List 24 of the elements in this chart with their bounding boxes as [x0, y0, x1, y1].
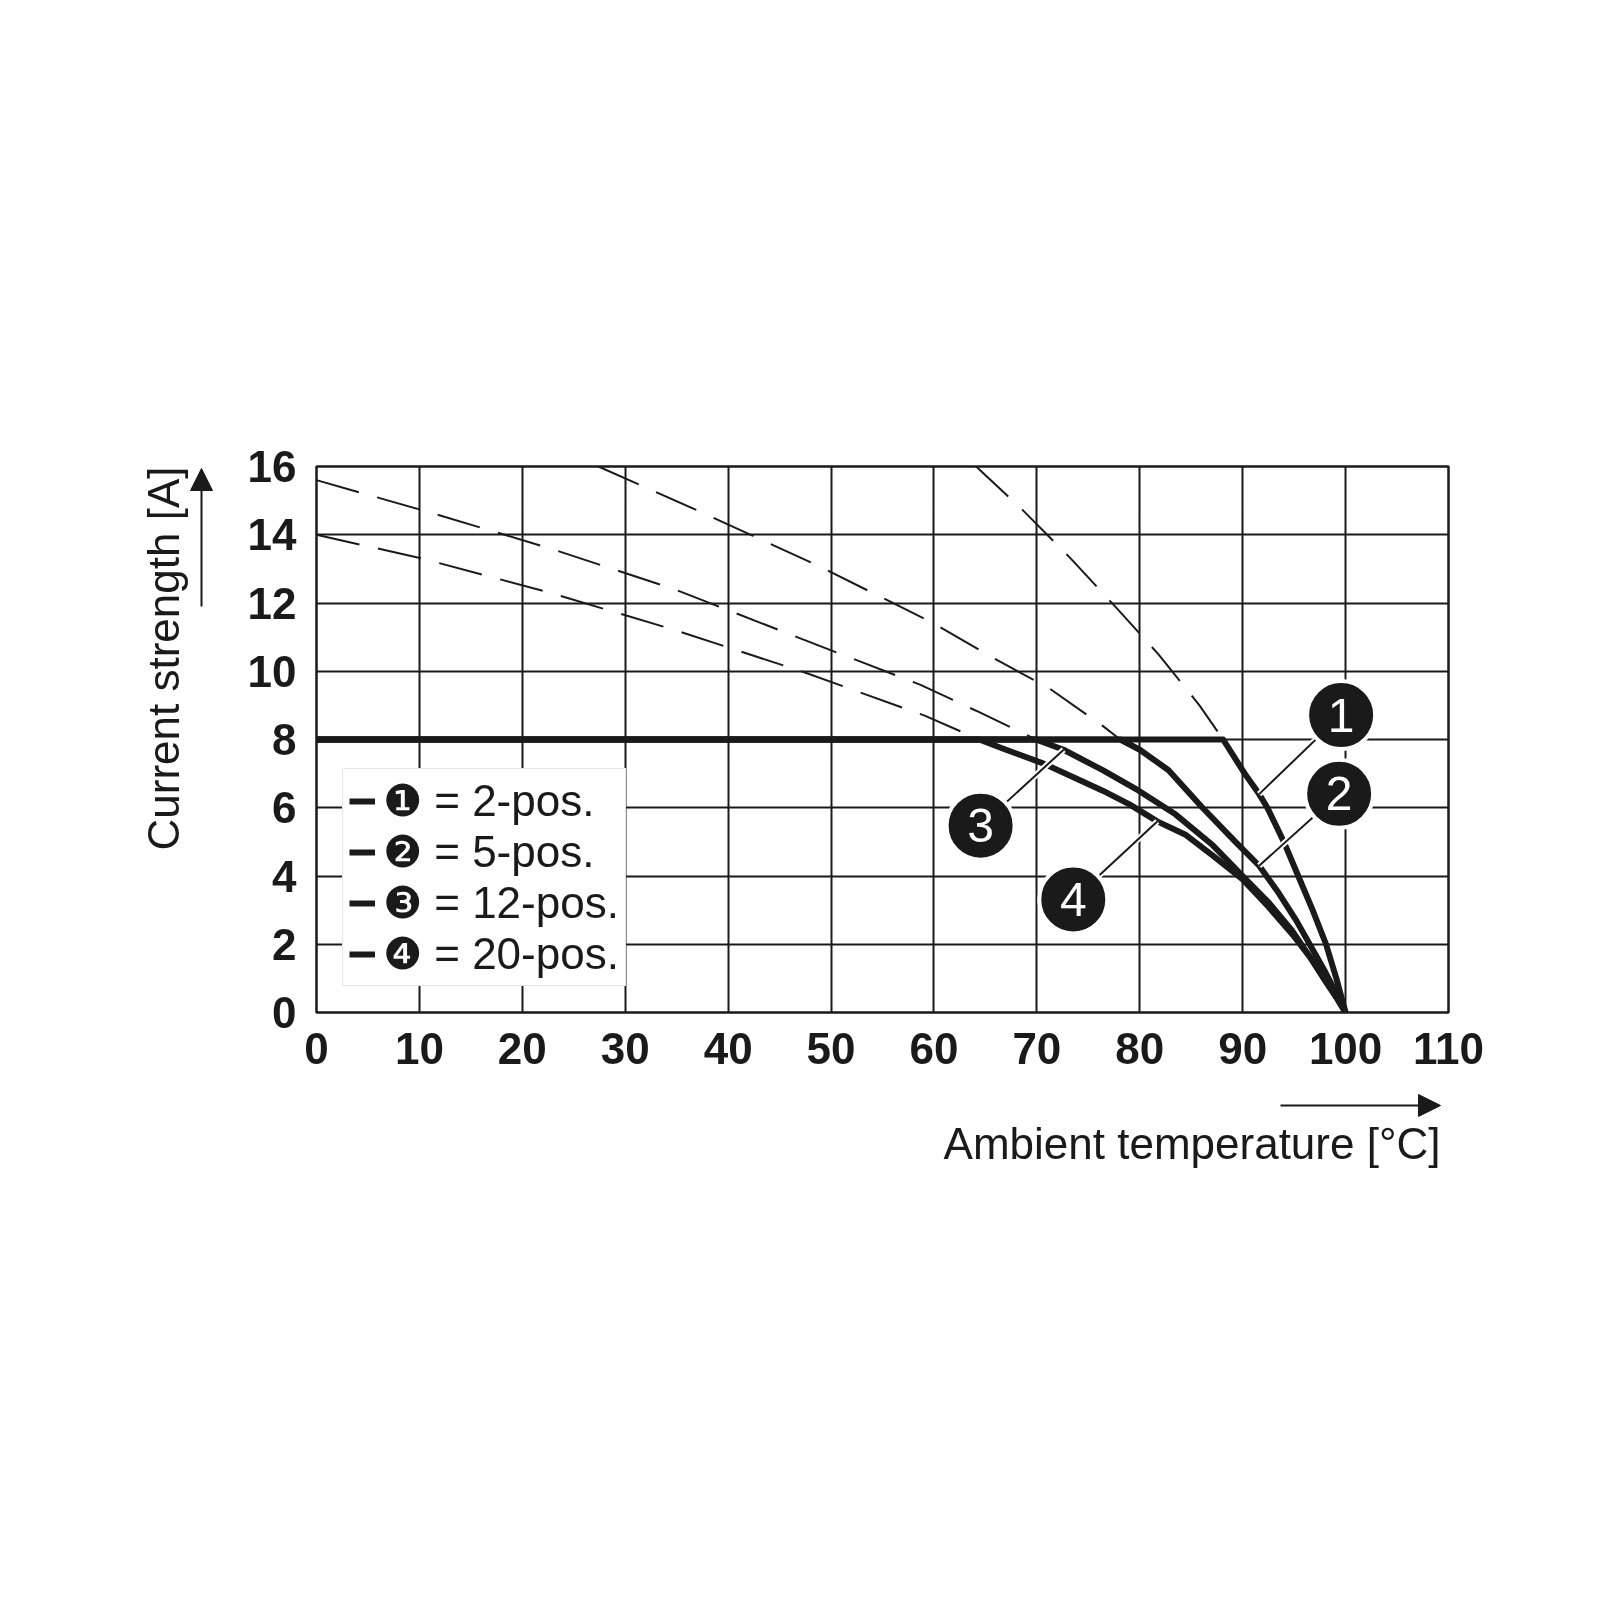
x-axis-title: Ambient temperature [°C] — [943, 1119, 1441, 1168]
x-tick-label: 80 — [1115, 1023, 1165, 1073]
x-tick-label: 20 — [497, 1023, 547, 1073]
y-tick-label: 8 — [272, 715, 297, 764]
x-tick-label: 110 — [1413, 1023, 1484, 1073]
y-tick-label: 0 — [272, 988, 297, 1037]
x-tick-label: 40 — [703, 1023, 753, 1073]
y-tick-label: 6 — [272, 783, 297, 833]
x-tick-label: 0 — [304, 1023, 329, 1073]
y-tick-label: 12 — [247, 578, 297, 628]
y-tick-label: 10 — [247, 646, 297, 696]
y-tick-label: 14 — [247, 510, 298, 560]
x-tick-label: 60 — [909, 1023, 959, 1073]
annotation: 1 — [1327, 688, 1355, 742]
x-tick-label: 50 — [806, 1023, 856, 1073]
x-tick-label: 100 — [1308, 1023, 1383, 1073]
y-tick-label: 4 — [272, 851, 298, 901]
y-tick-label: 16 — [247, 442, 297, 491]
x-tick-label: 70 — [1012, 1023, 1062, 1073]
x-tick-label: 30 — [600, 1023, 650, 1073]
y-tick-label: 2 — [272, 919, 297, 969]
x-tick-label: 90 — [1218, 1023, 1268, 1073]
x-tick-label: 10 — [394, 1023, 444, 1073]
y-axis-title: Current strength [A] — [139, 466, 188, 851]
